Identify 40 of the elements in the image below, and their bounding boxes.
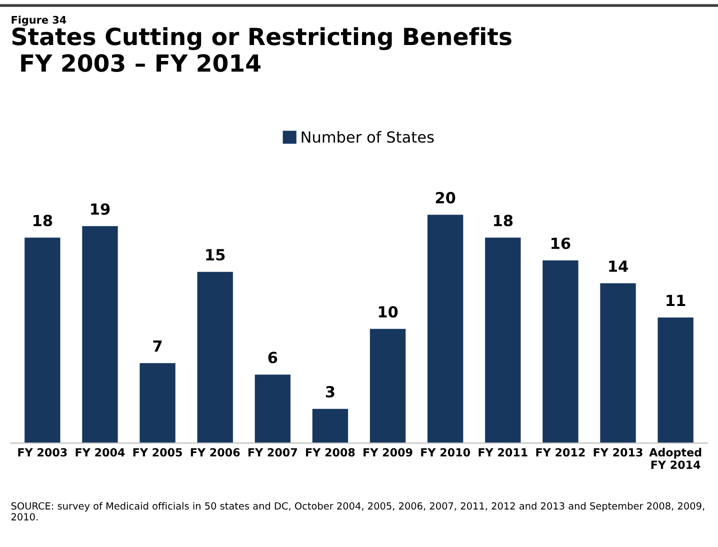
x-tick-label: FY 2009 [364,448,412,457]
bar [658,318,694,444]
x-tick-label: FY 2003 [18,448,67,457]
bar [427,214,464,444]
x-tick-label: FY 2006 [190,448,240,457]
x-tick-label: FY 2005 [133,448,182,457]
bar [542,260,578,444]
data-label: 16 [552,238,570,250]
legend-label: Number of States [302,130,434,143]
bar [140,363,176,444]
x-tick-label: FY 2012 [536,448,585,457]
data-label: 10 [378,306,398,318]
data-label: 18 [494,214,513,226]
bar [312,408,348,444]
data-label: 6 [268,352,278,364]
x-tick-label: FY 2008 [306,448,355,457]
data-label: 15 [206,249,225,261]
data-label: 20 [436,192,456,204]
bar [82,226,118,444]
bar [24,238,60,444]
data-label: 11 [666,294,686,306]
bar [370,328,406,444]
data-label: 3 [326,386,334,398]
data-label: 7 [153,340,162,352]
x-tick-label: FY 2007 [248,448,297,457]
bar [600,283,636,444]
x-tick-label: FY 2011 [478,448,528,457]
x-tick-label: Adopted FY 2014 [649,448,702,469]
chart-title: States Cutting or Restricting Benefits FY 2003 – FY 2014 [12,27,512,72]
bar [254,374,291,444]
data-label: 18 [34,214,52,226]
bar [197,272,233,444]
source-note: SOURCE: survey of Medicaid officials in 50 states and DC, October 2004, 2005, 2006, 2007, 2011, 2012 and 2013 and September 2008, 2009, 2010. [11,502,704,520]
x-tick-label: FY 2010 [421,448,470,457]
data-label: 19 [91,203,110,215]
caption: Figure 34 [12,16,66,26]
bar [485,238,521,444]
x-tick-label: FY 2013 [594,448,642,457]
data-label: 14 [609,260,628,272]
x-tick-label: FY 2004 [76,448,125,457]
